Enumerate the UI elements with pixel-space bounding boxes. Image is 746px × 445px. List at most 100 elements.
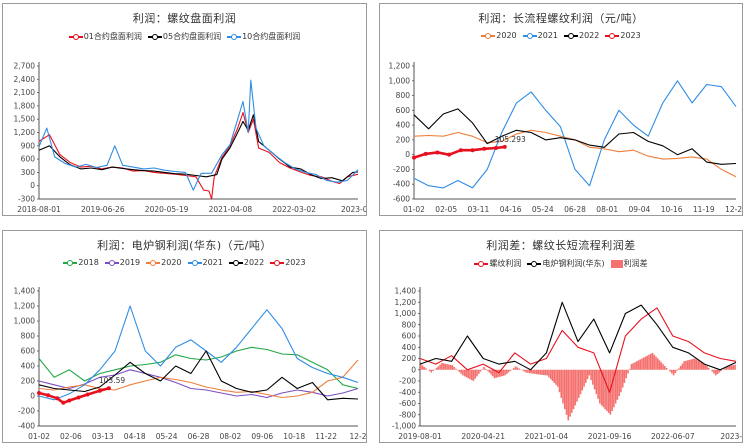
bar-mark	[518, 368, 520, 370]
y-tick-label: -400	[399, 388, 416, 397]
bar-mark	[562, 369, 564, 404]
legend-item: 2022	[228, 258, 264, 267]
bar-mark	[685, 360, 687, 370]
series-line	[413, 108, 737, 165]
legend-label: 2022	[579, 31, 600, 40]
x-tick-label: 2019-06-26	[81, 205, 125, 214]
chart-legend: 螺纹利润 电炉钢利润(华东) 利润差	[380, 258, 742, 269]
bar-mark	[728, 366, 731, 370]
chart-plot: -400 -200 0 200 400 600 800 1,000 1,200 1,400 01-0…	[14, 287, 366, 442]
bar-mark	[490, 369, 492, 375]
bar-mark	[632, 363, 635, 370]
bar-mark	[697, 360, 699, 370]
bar-mark	[516, 367, 519, 370]
bar-mark	[702, 363, 705, 370]
bar-mark	[449, 364, 452, 370]
bar-mark	[586, 369, 589, 380]
bar-mark	[525, 369, 527, 373]
legend-swatch	[187, 259, 202, 267]
x-tick-label: 03-13	[92, 432, 114, 441]
bar-mark	[588, 369, 591, 376]
legend-item: 01合约盘面利润	[68, 31, 142, 42]
bar-mark	[634, 362, 636, 370]
bar-mark	[683, 361, 685, 370]
x-tick-label: 12-23	[725, 205, 742, 214]
bar-mark	[618, 369, 620, 396]
series-point	[435, 150, 440, 155]
bar-mark	[676, 369, 678, 371]
series-point	[106, 386, 111, 391]
bar-mark	[493, 369, 496, 379]
bar-mark	[572, 369, 575, 410]
legend-item: 2019	[104, 258, 140, 267]
bar-mark	[592, 369, 594, 385]
bar-mark	[604, 369, 606, 410]
bar-mark	[600, 369, 603, 406]
series-line	[38, 359, 359, 399]
bar-mark	[716, 369, 719, 374]
bar-mark	[499, 369, 501, 377]
legend-swatch	[68, 33, 83, 41]
bar-mark	[535, 369, 538, 375]
legend-label: 电炉钢利润(华东)	[542, 259, 605, 268]
legend-label: 2023	[285, 258, 306, 267]
bar-mark	[462, 369, 464, 376]
series-line	[419, 307, 737, 393]
legend-swatch	[564, 32, 578, 40]
bar-mark	[463, 369, 466, 377]
y-tick-label: 300	[21, 168, 36, 177]
bar-mark	[470, 369, 473, 381]
series-line	[38, 369, 359, 399]
bar-mark	[563, 369, 566, 410]
bar-mark	[574, 369, 577, 406]
bar-mark	[655, 356, 657, 370]
bar-mark	[609, 369, 612, 415]
bar-mark	[644, 356, 647, 370]
x-tick-label: 02-05	[435, 205, 457, 214]
bar-mark	[551, 369, 554, 381]
bar-mark	[502, 369, 505, 376]
x-tick-label: 10-18	[283, 432, 305, 441]
legend-label: 2020	[496, 31, 517, 40]
bar-mark	[662, 364, 664, 370]
x-tick-label: 11-22	[315, 432, 337, 441]
bar-mark	[621, 369, 624, 388]
bar-mark	[465, 369, 468, 378]
legend-item: 2022	[564, 31, 599, 40]
bar-mark	[616, 369, 619, 400]
series-point	[458, 148, 463, 153]
bar-mark	[679, 366, 682, 370]
y-tick-label: 2,700	[14, 62, 36, 71]
x-tick-label: 11-19	[693, 205, 715, 214]
legend-label: 螺纹利润	[489, 259, 522, 268]
bar-mark	[570, 369, 573, 413]
y-tick-label: 400	[402, 343, 417, 352]
bar-mark	[534, 369, 536, 374]
bar-mark	[439, 364, 441, 370]
bar-mark	[664, 366, 666, 370]
bar-mark	[602, 369, 605, 408]
bar-mark	[593, 369, 596, 390]
bar-mark	[442, 363, 445, 370]
y-tick-label: 200	[21, 377, 36, 386]
y-tick-label: 600	[21, 347, 36, 356]
legend-swatch	[104, 259, 119, 267]
bar-mark	[595, 369, 598, 395]
x-tick-label: 2021-09-16	[588, 432, 632, 441]
bar-mark	[635, 361, 638, 370]
bar-mark	[448, 364, 450, 370]
bar-mark	[460, 369, 462, 374]
bar-mark	[614, 369, 617, 404]
bar-mark	[451, 365, 454, 370]
x-tick-label: 08-01	[596, 205, 618, 214]
legend-label: 2018	[78, 258, 99, 267]
chart-legend: 2020 2021 2022 2023	[380, 31, 742, 40]
bar-mark	[453, 366, 455, 370]
x-tick-label: 10-16	[661, 205, 683, 214]
legend-swatch	[227, 33, 242, 41]
bar-mark	[569, 369, 571, 417]
x-tick-label: 2022-06-07	[651, 432, 695, 441]
bar-mark	[699, 361, 701, 370]
legend-item: 2023	[270, 258, 306, 267]
